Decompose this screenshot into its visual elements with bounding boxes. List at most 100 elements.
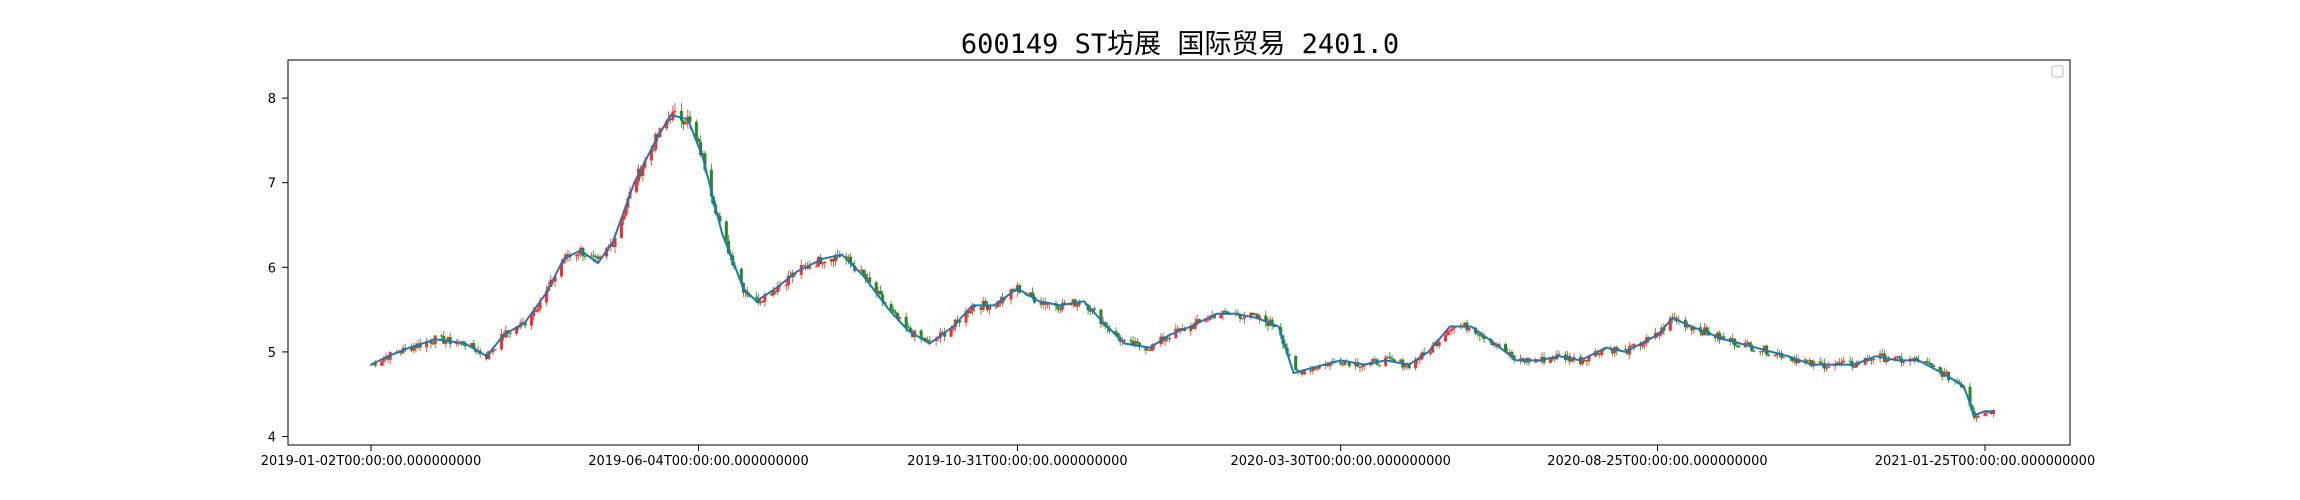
candle-body — [878, 291, 882, 295]
candle-body — [701, 153, 705, 156]
candle-body — [844, 256, 848, 259]
candle-body — [1373, 359, 1377, 361]
candle-body — [1827, 366, 1831, 368]
candle-body — [1075, 303, 1079, 307]
candle-body — [1251, 312, 1255, 315]
candle-body — [1435, 342, 1439, 346]
candle-body — [1255, 313, 1259, 319]
candle-body — [1360, 365, 1364, 368]
candle-body — [1444, 334, 1448, 342]
candle-body — [1388, 356, 1392, 359]
candle-body — [1133, 341, 1137, 346]
candle-body — [493, 349, 497, 351]
candle-body — [1163, 339, 1167, 342]
candle-body — [1193, 322, 1197, 329]
candle-body — [863, 274, 867, 279]
candle-body — [1615, 347, 1619, 351]
candle-body — [998, 300, 1002, 304]
candle-body — [1362, 365, 1366, 367]
candle-body — [532, 310, 536, 316]
candle-body — [1238, 315, 1242, 319]
candle-body — [801, 265, 805, 267]
candle-body — [876, 291, 880, 294]
candle-body — [778, 285, 782, 287]
candle-body — [1807, 360, 1811, 362]
x-tick-label: 2020-08-25T00:00:00.000000000 — [1547, 454, 1767, 469]
candle-body — [688, 116, 692, 123]
candle-body — [814, 266, 818, 268]
candle-body — [1249, 312, 1253, 317]
candle-body — [1146, 349, 1150, 351]
candle-body — [382, 358, 386, 362]
candle-body — [1752, 350, 1756, 352]
candle-body — [431, 343, 435, 345]
candle-body — [1647, 337, 1651, 339]
candle-body — [412, 346, 416, 351]
candle-body — [861, 269, 865, 275]
candle-body — [1135, 341, 1139, 343]
candle-body — [1852, 366, 1856, 368]
candle-body — [386, 357, 390, 360]
y-tick-label: 8 — [268, 92, 276, 107]
candle-body — [592, 255, 596, 257]
candle-body — [964, 310, 968, 323]
candle-body — [1493, 344, 1497, 346]
candle-body — [1626, 349, 1630, 355]
candle-body — [1071, 299, 1075, 303]
candle-body — [1093, 308, 1097, 310]
candle-body — [1328, 362, 1332, 367]
candle-body — [739, 268, 743, 284]
candle-body — [1925, 361, 1929, 363]
candle-body — [1011, 289, 1015, 291]
candle-body — [889, 303, 893, 311]
candle-body — [709, 169, 713, 197]
candle-body — [1581, 360, 1585, 364]
candle-body — [1504, 344, 1508, 353]
candle-body — [649, 149, 653, 161]
candle-body — [679, 110, 683, 121]
candle-body — [1028, 292, 1032, 296]
candle-body — [1437, 341, 1441, 346]
candle-body — [1835, 362, 1839, 365]
candle-body — [1510, 352, 1514, 356]
candle-body — [1983, 412, 1987, 417]
candle-body — [904, 316, 908, 328]
candle-body — [1296, 369, 1300, 371]
candle-body — [1790, 357, 1794, 362]
candle-body — [1885, 359, 1889, 363]
candle-body — [921, 337, 925, 339]
candle-body — [1989, 412, 1993, 415]
candle-body — [1078, 303, 1082, 305]
candle-body — [574, 254, 578, 257]
candle-body — [472, 343, 476, 350]
x-tick-label: 2019-10-31T00:00:00.000000000 — [907, 454, 1127, 469]
candle-body — [1705, 327, 1709, 332]
candle-body — [1311, 367, 1315, 372]
candle-body — [1497, 344, 1501, 347]
candle-body — [1176, 328, 1180, 331]
candle-body — [1977, 416, 1981, 418]
candle-body — [1737, 345, 1741, 348]
candle-body — [1180, 328, 1184, 330]
candle-body — [776, 286, 780, 293]
candle-body — [1944, 371, 1948, 373]
candle-body — [1643, 342, 1647, 345]
candle-body — [1178, 328, 1182, 331]
candle-body — [410, 348, 414, 351]
candle-body — [611, 244, 615, 247]
candle-body — [1848, 360, 1852, 362]
candle-body — [1583, 360, 1587, 362]
candle-body — [891, 310, 895, 312]
candle-body — [911, 332, 915, 338]
candle-body — [380, 361, 384, 366]
candle-body — [1600, 349, 1604, 355]
candle-body — [1673, 317, 1677, 319]
candle-body — [1309, 370, 1313, 372]
candle-body — [553, 276, 557, 282]
candle-body — [1343, 361, 1347, 365]
candle-body — [699, 141, 703, 156]
candle-body — [1548, 358, 1552, 363]
candle-body — [639, 168, 643, 176]
candle-body — [1482, 335, 1486, 340]
